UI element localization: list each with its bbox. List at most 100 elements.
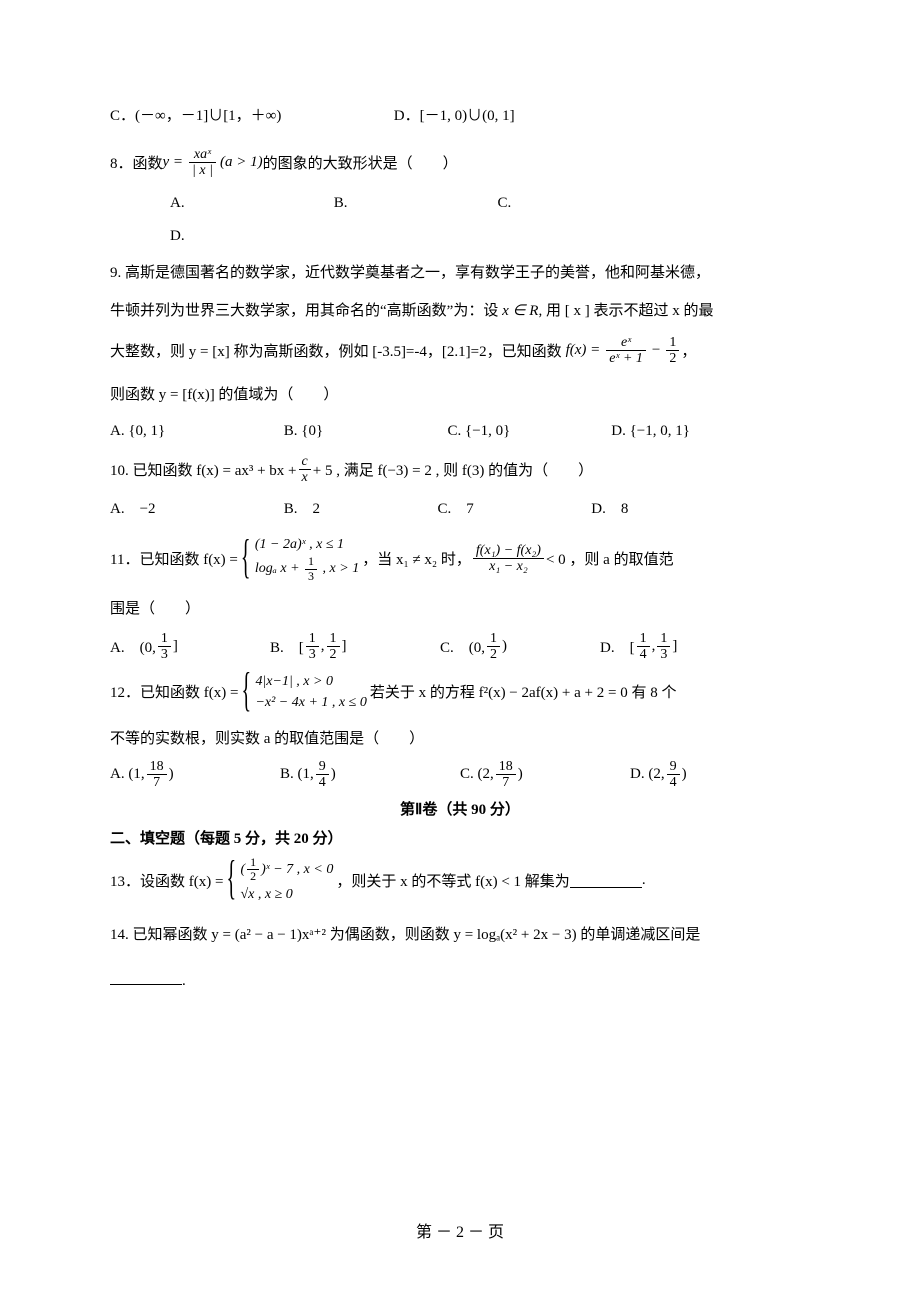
- q11-Apre: A. (0,: [110, 636, 156, 657]
- q14-period: .: [182, 973, 186, 989]
- q9-l2b: x ∈ R: [502, 303, 538, 319]
- q11-Bpre: B. [: [270, 636, 304, 657]
- q14-l2: .: [110, 963, 810, 999]
- q11-Dn1: 1: [637, 631, 650, 647]
- q11-dn: f(x₁) − f(x₂): [473, 543, 544, 559]
- q7-option-d: D．[－1, 0)∪(0, 1]: [394, 108, 515, 124]
- q12-Ad: 7: [147, 775, 167, 790]
- q8-frac: xaˣ | x |: [189, 147, 216, 179]
- q10-optB: B. 2: [284, 493, 434, 526]
- q9-l1: 9. 高斯是德国著名的数学家，近代数学奠基者之一，享有数学王子的美誉，他和阿基米…: [110, 255, 810, 291]
- q9-l2a: 牛顿并列为世界三大数学家，用其命名的“高斯函数”为：设: [110, 303, 502, 319]
- q9-options: A. {0, 1} B. {0} C. {−1, 0} D. {−1, 0, 1…: [110, 415, 810, 448]
- q11-c2n: 1: [305, 555, 317, 569]
- q8-suffix: 的图象的大致形状是（ ）: [263, 152, 458, 173]
- q14-blank: [110, 970, 182, 985]
- q12-Apost: ): [169, 766, 174, 783]
- q7-option-c: C．(－∞，－1]∪[1，＋∞): [110, 100, 390, 133]
- q12-Apre: A. (1,: [110, 766, 145, 783]
- q11-Dd2: 3: [657, 647, 670, 662]
- q8-optB: B.: [334, 187, 494, 220]
- q8-options: A. B. C. D.: [110, 187, 810, 253]
- q11-Apost: ]: [173, 638, 178, 655]
- q12-c2: −x² − 4x + 1 , x ≤ 0: [255, 692, 366, 713]
- q11-Bd1: 3: [306, 647, 319, 662]
- q8-optA: A.: [170, 187, 330, 220]
- q12-optB: B. (1, 94 ): [280, 759, 460, 791]
- q11-Dpost: ]: [672, 638, 677, 655]
- q12-Bd: 4: [316, 775, 329, 790]
- q8-optC: C.: [498, 187, 658, 220]
- q11-prefix: 11．已知函数 f(x) =: [110, 548, 238, 569]
- q12-optC: C. (2, 187 ): [460, 759, 630, 791]
- q9-l4: 则函数 y = [f(x)] 的值域为（ ）: [110, 377, 810, 413]
- q13-c1: (12)ˣ − 7 , x < 0: [240, 856, 333, 883]
- q9-l3: 大整数，则 y = [x] 称为高斯函数，例如 [-3.5]=-4，[2.1]=…: [110, 335, 810, 367]
- q9-comma: ，: [681, 340, 696, 361]
- q9-l2: 牛顿并列为世界三大数学家，用其命名的“高斯函数”为：设 x ∈ R, 用 [ x…: [110, 293, 810, 329]
- q13-period: .: [642, 872, 646, 889]
- q12-options: A. (1, 187 ) B. (1, 94 ) C. (2, 187 ) D.…: [110, 759, 810, 791]
- q8-yeq: y =: [163, 154, 184, 171]
- q13-prefix: 13．设函数 f(x) =: [110, 870, 223, 891]
- q10-frac: c x: [299, 454, 311, 486]
- q12-c1: 4|x−1| , x > 0: [255, 671, 366, 692]
- q12-Bn: 9: [316, 759, 329, 775]
- q10-a: 10. 已知函数 f(x) = ax³ + bx +: [110, 459, 297, 480]
- q8-optD: D.: [170, 220, 330, 253]
- q13-c1b: )ˣ − 7 , x < 0: [261, 862, 333, 877]
- q11-Cpost: ): [502, 638, 507, 655]
- q9-l3a: 大整数，则 y = [x] 称为高斯函数，例如 [-3.5]=-4，[2.1]=…: [110, 340, 562, 361]
- q12-l2: 不等的实数根，则实数 a 的取值范围是（ ）: [110, 721, 810, 757]
- q12-Dd: 4: [667, 775, 680, 790]
- q12-optA: A. (1, 187 ): [110, 759, 280, 791]
- q11-Bn1: 1: [306, 631, 319, 647]
- section2-title: 二、填空题（每题 5 分，共 20 分）: [110, 827, 810, 848]
- q8-cond: (a > 1): [220, 154, 263, 171]
- q11-diff-frac: f(x₁) − f(x₂) x₁ − x₂: [473, 543, 544, 575]
- q11-c2d: 3: [305, 570, 317, 583]
- q9-fx: f(x) =: [566, 342, 601, 359]
- q9-l2c: , 用 [ x ] 表示不超过 x 的最: [538, 303, 713, 319]
- q13-c1d: 2: [247, 870, 259, 883]
- q12-prefix: 12．已知函数 f(x) =: [110, 681, 238, 702]
- q12-Cn: 18: [496, 759, 516, 775]
- q8-stem: 8．函数 y = xaˣ | x | (a > 1) 的图象的大致形状是（ ）: [110, 147, 810, 179]
- q12-Dpost: ): [682, 766, 687, 783]
- q9-optC: C. {−1, 0}: [448, 415, 608, 448]
- q13-c1a: (: [240, 862, 245, 877]
- q9-f-den: eˣ + 1: [606, 351, 646, 366]
- q11-optC: C. (0, 12 ): [440, 631, 600, 663]
- q9-f-num: eˣ: [606, 335, 646, 351]
- q10-cden: x: [299, 470, 311, 485]
- q10-optC: C. 7: [438, 493, 588, 526]
- q9-half-den: 2: [666, 351, 679, 366]
- q8-prefix: 8．函数: [110, 152, 163, 173]
- q11-Dn2: 1: [657, 631, 670, 647]
- q9-optB: B. {0}: [284, 415, 444, 448]
- q12-suffix: 若关于 x 的方程 f²(x) − 2af(x) + a + 2 = 0 有 8…: [370, 681, 677, 702]
- q12-stem: 12．已知函数 f(x) = 4|x−1| , x > 0 −x² − 4x +…: [110, 671, 810, 713]
- q11-mid: ，当 x₁ ≠ x₂ 时，: [362, 548, 471, 569]
- q12-Dpre: D. (2,: [630, 766, 665, 783]
- q11-case1: (1 − 2a)ˣ , x ≤ 1: [255, 534, 359, 555]
- q11-An: 1: [158, 631, 171, 647]
- q11-Bpost: ]: [342, 638, 347, 655]
- q11-Bn2: 1: [327, 631, 340, 647]
- q12-Cpre: C. (2,: [460, 766, 494, 783]
- part2-header: 第Ⅱ卷（共 90 分）: [110, 798, 810, 819]
- q11-options: A. (0, 13 ] B. [ 13 , 12 ] C. (0, 12 ) D…: [110, 631, 810, 663]
- q11-Cd: 2: [487, 647, 500, 662]
- q12-Bpost: ): [331, 766, 336, 783]
- q9-optA: A. {0, 1}: [110, 415, 280, 448]
- q9-optD: D. {−1, 0, 1}: [611, 423, 690, 439]
- q11-lt0: < 0 ，则 a 的取值范: [546, 548, 674, 569]
- q7-options-cd: C．(－∞，－1]∪[1，＋∞) D．[－1, 0)∪(0, 1]: [110, 100, 810, 133]
- q13-stem: 13．设函数 f(x) = (12)ˣ − 7 , x < 0 √x , x ≥…: [110, 856, 810, 904]
- q9-minus: −: [652, 342, 660, 359]
- page-footer: 第 － 2 － 页: [0, 1218, 920, 1242]
- q12-An: 18: [147, 759, 167, 775]
- q13-c2: √x , x ≥ 0: [240, 884, 333, 905]
- q11-dd: x₁ − x₂: [473, 559, 544, 574]
- q11-Dd1: 4: [637, 647, 650, 662]
